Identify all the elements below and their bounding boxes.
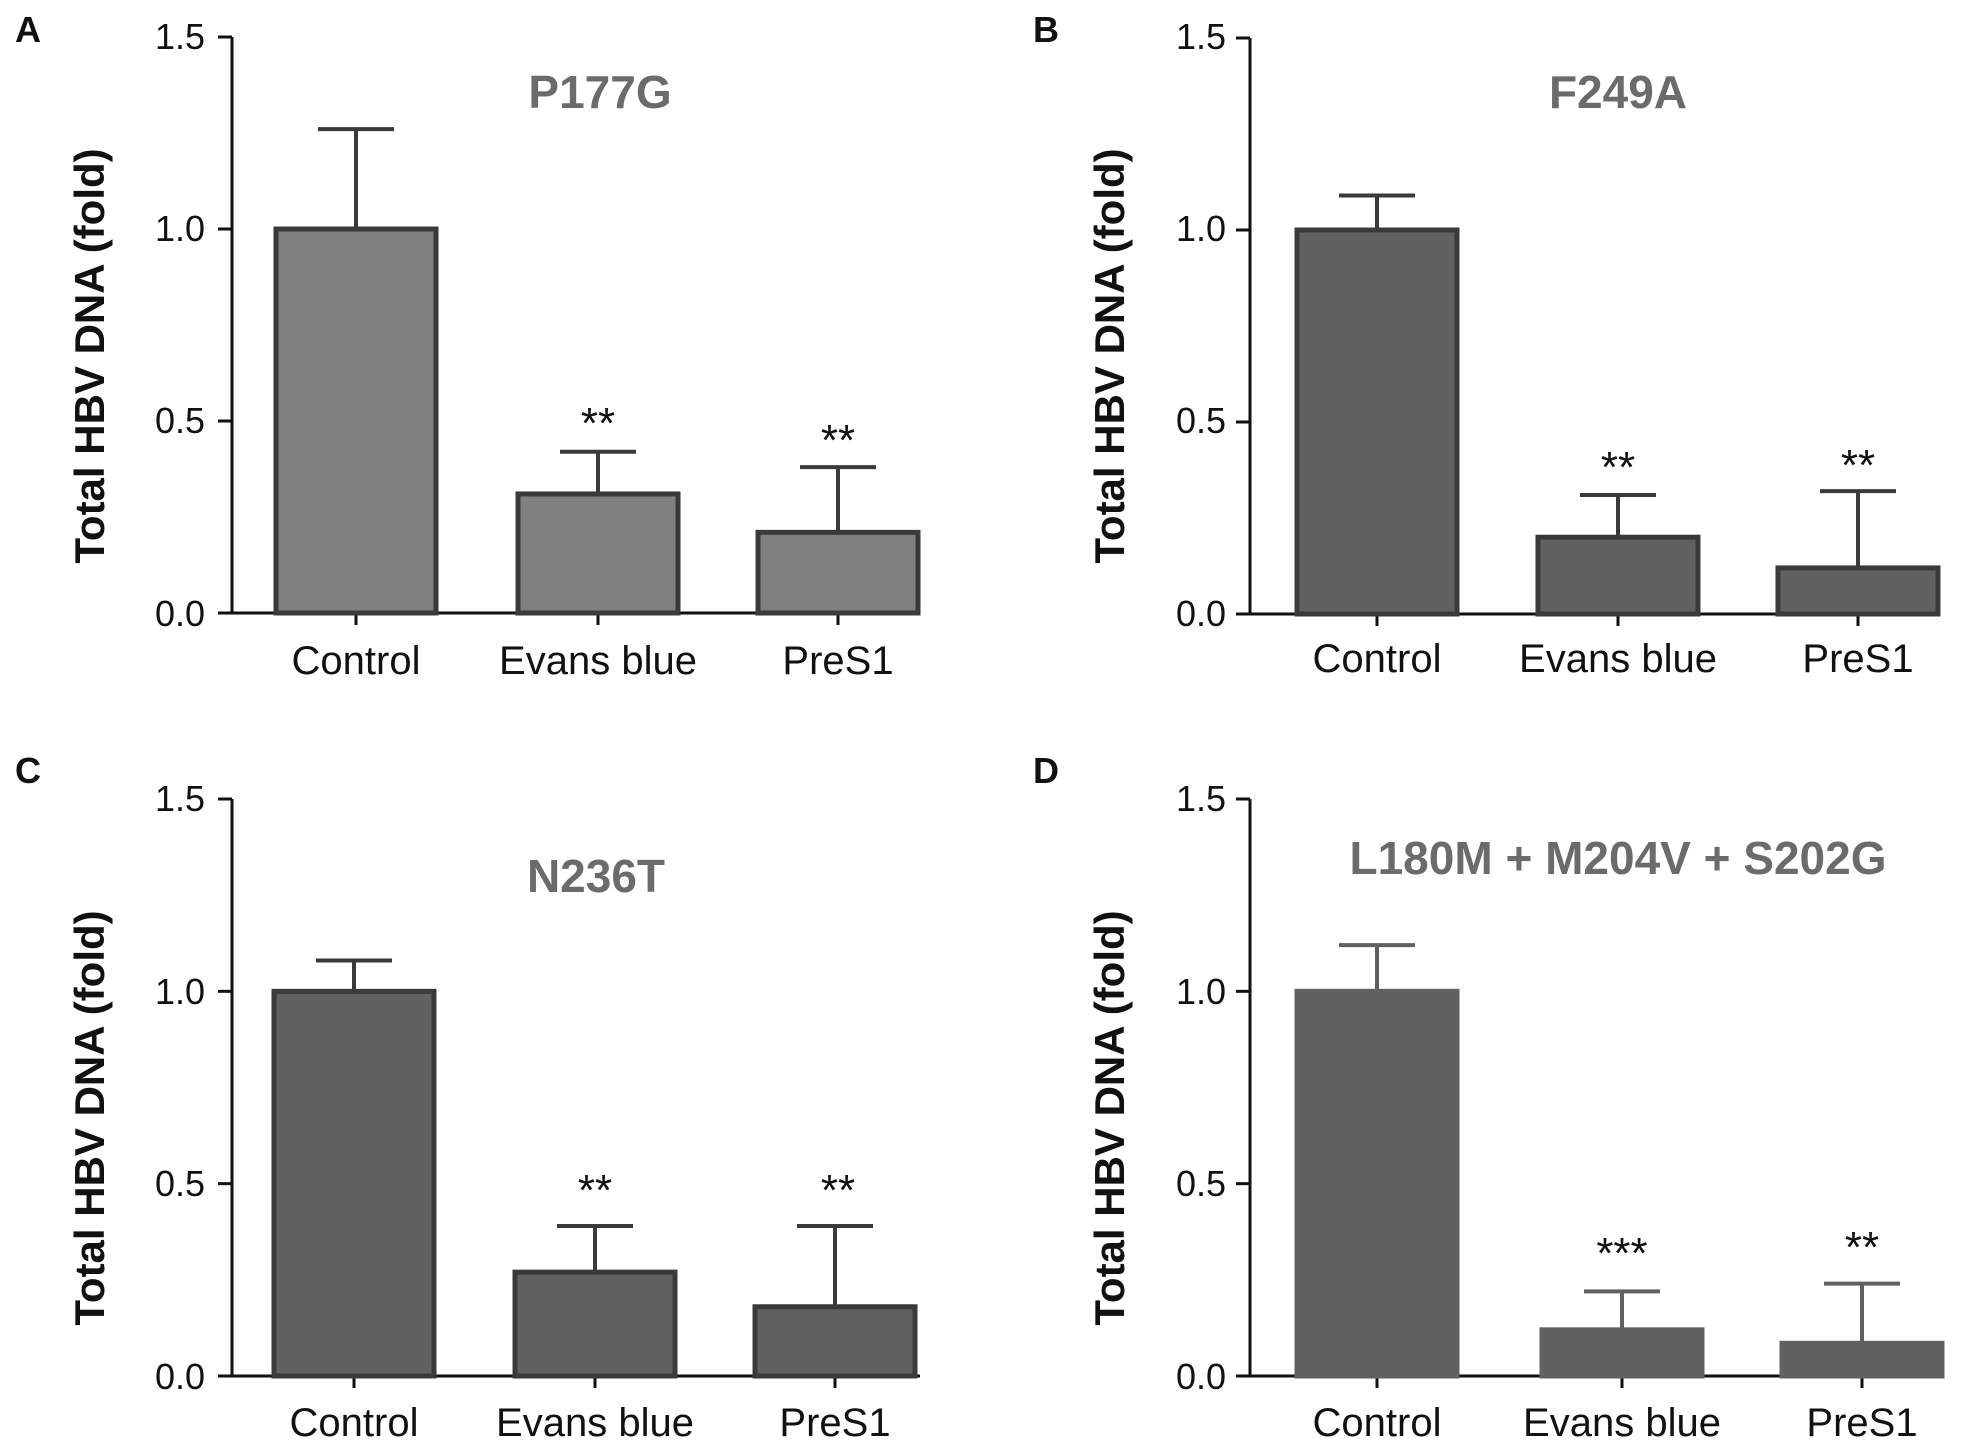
significance-label: **: [578, 1166, 612, 1215]
y-tick-label: 0.0: [155, 593, 205, 634]
chart-title: L180M + M204V + S202G: [1350, 832, 1887, 884]
y-tick-label: 1.0: [1176, 208, 1226, 249]
bar-evans-blue: [1535, 534, 1701, 617]
y-tick-label: 1.0: [1176, 971, 1226, 1012]
x-tick-label: Control: [1313, 637, 1442, 681]
y-tick-label: 1.0: [155, 208, 205, 249]
bar-evans-blue: [1539, 1327, 1705, 1379]
x-tick-label: Evans blue: [1519, 637, 1717, 681]
y-tick-label: 1.5: [155, 16, 205, 57]
y-tick-label: 0.0: [155, 1356, 205, 1397]
chart-marks: [218, 35, 1945, 1388]
x-tick-label: PreS1: [782, 639, 893, 683]
chart-title: P177G: [528, 66, 671, 118]
y-tick-label: 0.5: [155, 1163, 205, 1204]
y-axis-label: Total HBV DNA (fold): [66, 910, 113, 1325]
y-axis-label: Total HBV DNA (fold): [1086, 910, 1133, 1325]
y-tick-label: 1.0: [155, 971, 205, 1012]
panel-a: A Total HBV DNA (fold) P177G 0.0 0.5 1.0…: [15, 9, 894, 683]
bar-control: [1294, 988, 1460, 1379]
y-tick-label: 1.5: [1176, 778, 1226, 819]
panel-letter: B: [1033, 9, 1059, 50]
bar-pres1: [1775, 565, 1941, 617]
significance-label: **: [821, 1166, 855, 1215]
x-tick-label: Evans blue: [1523, 1401, 1721, 1444]
bar-pres1: [755, 529, 921, 616]
bar-evans-blue: [515, 491, 681, 616]
bar-control: [1294, 227, 1460, 617]
significance-label: **: [581, 399, 615, 448]
significance-label: ***: [1596, 1229, 1647, 1278]
x-tick-label: PreS1: [1806, 1401, 1917, 1444]
bar-pres1: [752, 1304, 918, 1379]
panel-b: B Total HBV DNA (fold) F249A 0.0 0.5 1.0…: [1033, 9, 1914, 681]
x-tick-label: Control: [292, 639, 421, 683]
x-tick-label: PreS1: [1802, 637, 1913, 681]
x-tick-label: Evans blue: [496, 1401, 694, 1444]
x-tick-label: Evans blue: [499, 639, 697, 683]
x-tick-label: Control: [1313, 1401, 1442, 1444]
significance-label: **: [1845, 1223, 1879, 1272]
y-tick-label: 1.5: [1176, 16, 1226, 57]
x-tick-label: Control: [290, 1401, 419, 1444]
significance-label: **: [1601, 443, 1635, 492]
bar-evans-blue: [512, 1269, 678, 1379]
y-tick-label: 1.5: [155, 778, 205, 819]
y-axis-label: Total HBV DNA (fold): [66, 148, 113, 563]
significance-label: **: [821, 416, 855, 465]
chart-title: N236T: [527, 850, 665, 902]
x-tick-label: PreS1: [779, 1401, 890, 1444]
bar-control: [271, 988, 437, 1379]
panel-c: C Total HBV DNA (fold) N236T 0.0 0.5 1.0…: [15, 750, 891, 1444]
bar-control: [273, 226, 439, 616]
y-tick-label: 0.5: [1176, 400, 1226, 441]
panel-letter: D: [1033, 750, 1059, 791]
chart-title: F249A: [1549, 66, 1687, 118]
y-tick-label: 0.5: [155, 400, 205, 441]
y-tick-label: 0.0: [1176, 593, 1226, 634]
bar-pres1: [1779, 1340, 1945, 1379]
y-tick-label: 0.5: [1176, 1163, 1226, 1204]
y-axis-label: Total HBV DNA (fold): [1086, 148, 1133, 563]
significance-label: **: [1841, 441, 1875, 490]
panel-letter: C: [15, 750, 41, 791]
y-tick-label: 0.0: [1176, 1356, 1226, 1397]
panel-letter: A: [15, 9, 41, 50]
panel-d: D Total HBV DNA (fold) L180M + M204V + S…: [1033, 750, 1918, 1444]
